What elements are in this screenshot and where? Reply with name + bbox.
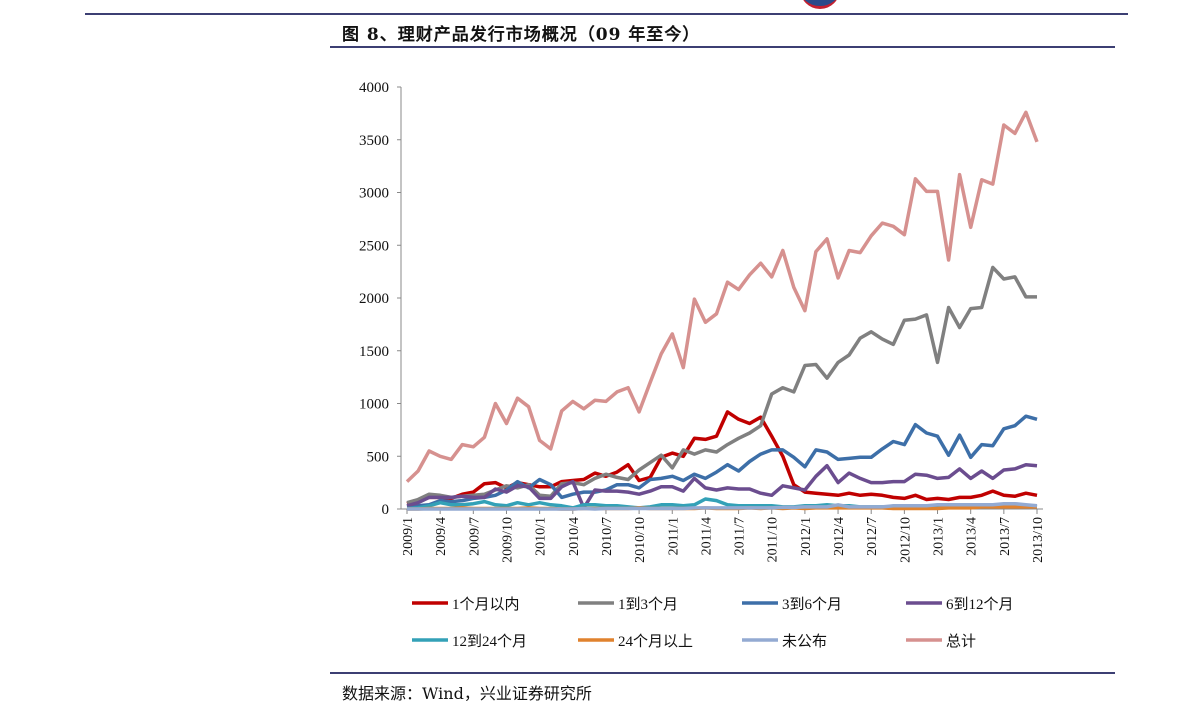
x-tick-label: 2009/4	[434, 517, 449, 556]
x-tick-label: 2013/4	[965, 517, 980, 556]
x-tick-label: 2011/7	[733, 517, 748, 555]
x-tick-label: 2010/10	[633, 517, 648, 563]
series-line-2	[406, 414, 1038, 509]
x-tick-label: 2010/7	[600, 517, 615, 556]
x-tick-label: 2011/4	[699, 517, 714, 555]
y-tick-label: 4000	[359, 80, 389, 96]
legend-label: 24个月以上	[618, 633, 693, 650]
x-tick-label: 2012/10	[898, 517, 913, 563]
footer-rule	[330, 672, 1115, 674]
legend-label: 总计	[946, 633, 976, 650]
y-tick-label: 1500	[359, 344, 389, 360]
y-tick-label: 3500	[359, 133, 389, 149]
x-tick-label: 2010/1	[534, 517, 549, 556]
legend-label: 未公布	[782, 633, 827, 650]
x-tick-label: 2009/10	[500, 517, 515, 563]
y-tick-label: 1000	[359, 397, 389, 413]
x-tick-label: 2011/1	[666, 517, 681, 555]
x-tick-label: 2011/10	[766, 517, 781, 562]
company-logo	[800, 0, 840, 9]
x-tick-label: 2012/4	[832, 517, 847, 556]
x-tick-label: 2012/7	[865, 517, 880, 556]
y-tick-label: 500	[367, 449, 390, 465]
y-tick-label: 2500	[359, 238, 389, 254]
title-rule	[330, 46, 1115, 48]
x-tick-label: 2009/1	[401, 517, 416, 556]
legend-label: 1个月以内	[452, 596, 520, 613]
x-tick-label: 2010/4	[567, 517, 582, 556]
series-line-6	[407, 501, 1038, 511]
legend-label: 6到12个月	[946, 596, 1014, 613]
x-tick-label: 2013/7	[998, 517, 1013, 556]
figure-title: 图 8、理财产品发行市场概况（09 年至今）	[342, 25, 701, 45]
x-tick-label: 2013/10	[1031, 517, 1046, 563]
series-line-7	[405, 110, 1039, 483]
x-tick-label: 2012/1	[799, 517, 814, 556]
x-tick-label: 2013/1	[932, 517, 947, 556]
legend-label: 12到24个月	[452, 633, 527, 650]
legend-label: 3到6个月	[782, 596, 842, 613]
y-tick-label: 3000	[359, 186, 389, 202]
y-tick-label: 2000	[359, 291, 389, 307]
y-tick-label: 0	[382, 502, 390, 518]
source-note: 数据来源：Wind，兴业证券研究所	[342, 684, 592, 703]
x-tick-label: 2009/7	[467, 517, 482, 556]
header-rule	[85, 13, 1128, 15]
series-line-3	[406, 462, 1038, 510]
legend-label: 1到3个月	[618, 596, 678, 613]
